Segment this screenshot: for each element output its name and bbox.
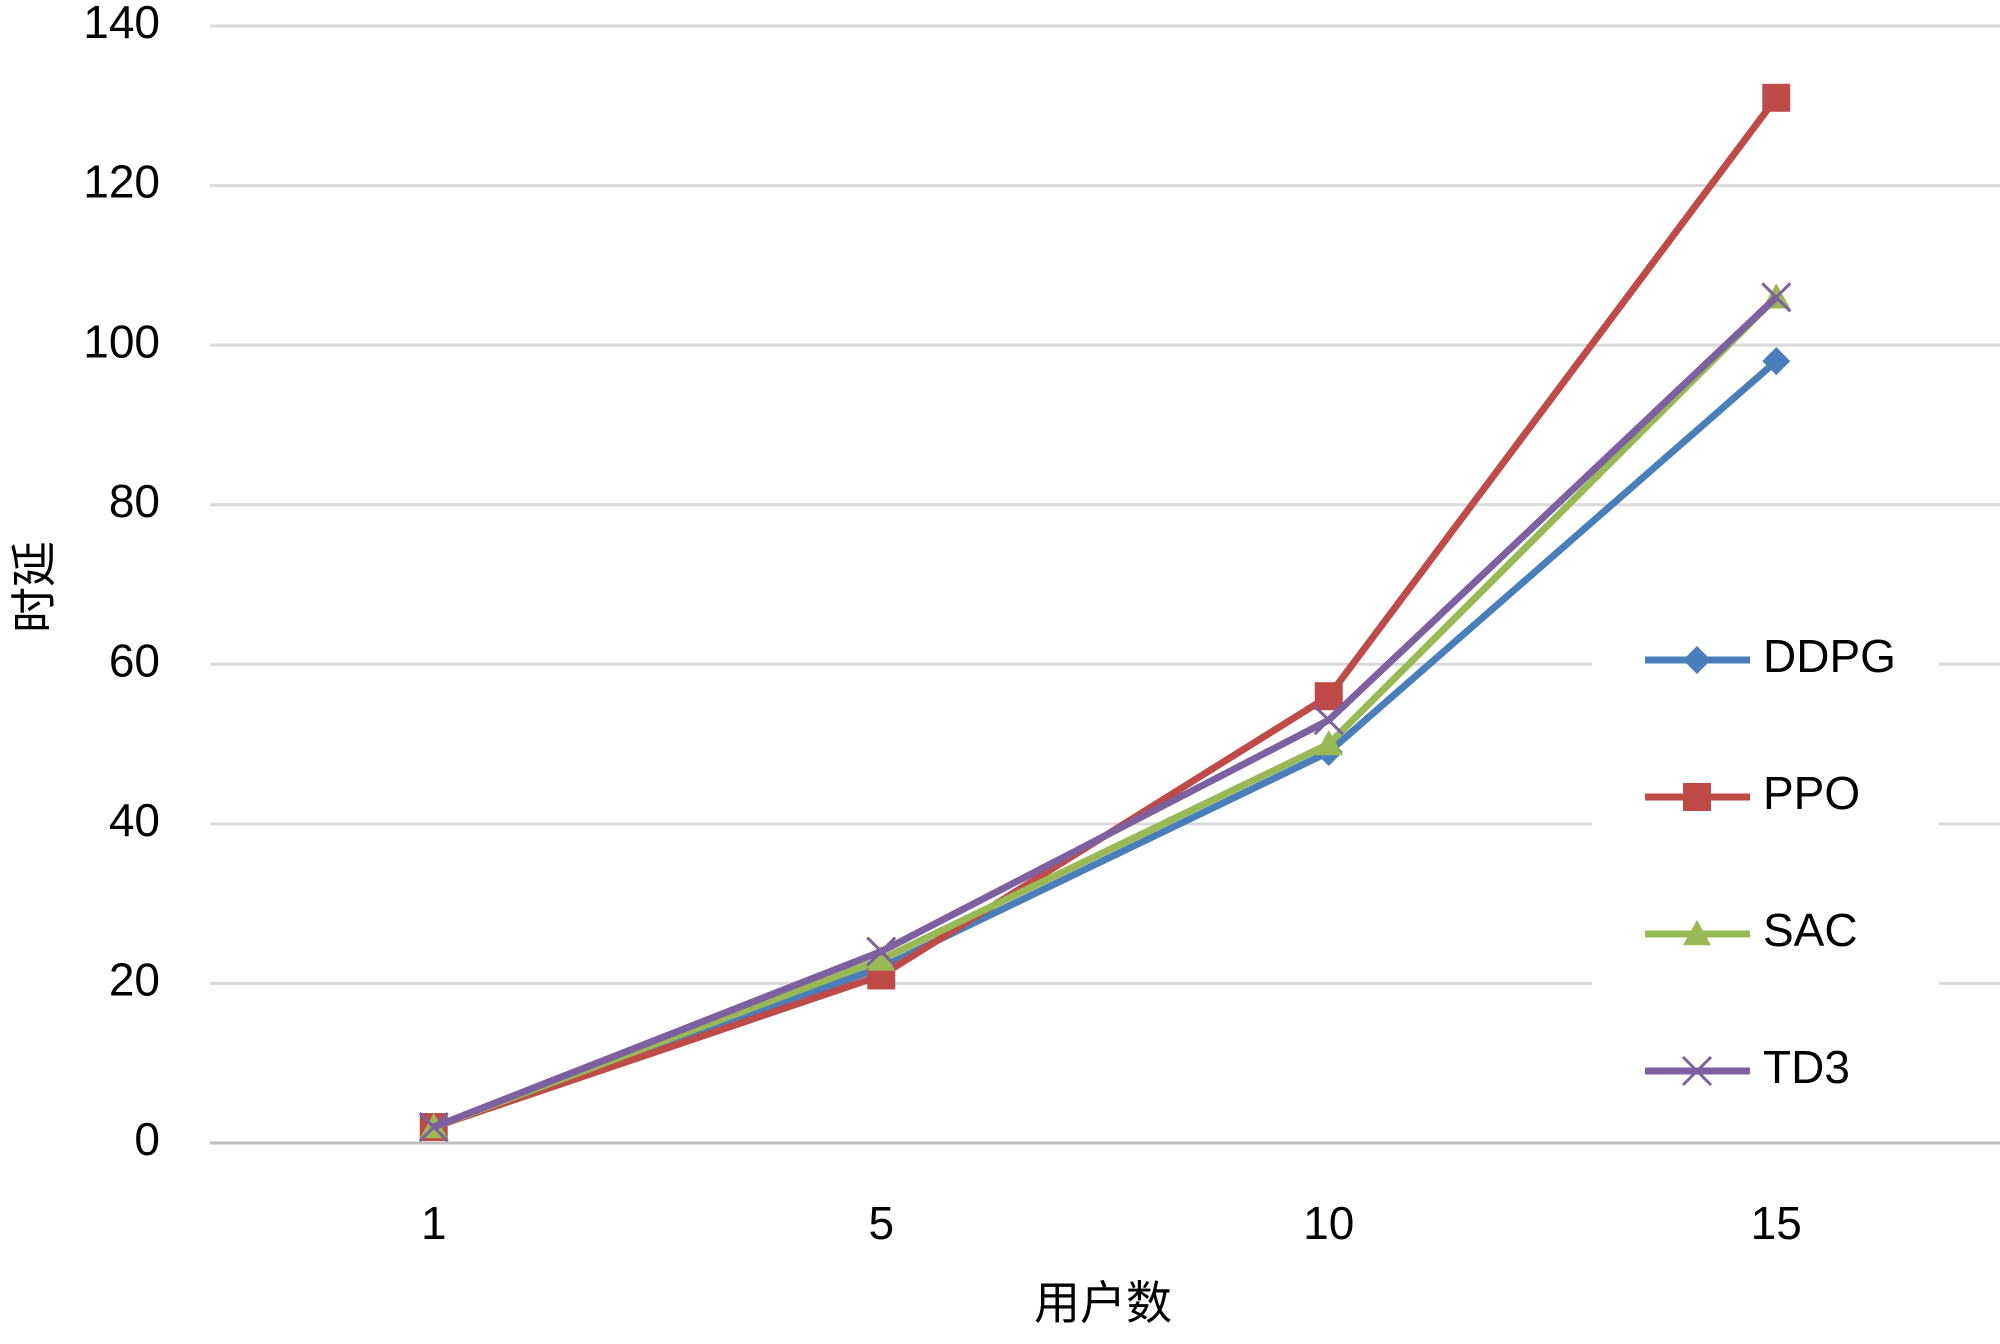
legend-box bbox=[1592, 625, 1939, 1110]
line bbox=[432, 358, 1779, 1131]
marker bbox=[1762, 83, 1791, 112]
legend-label: PPO bbox=[1763, 767, 1860, 819]
legend-marker bbox=[1683, 783, 1711, 811]
marker bbox=[866, 936, 897, 967]
legend-marker bbox=[1683, 646, 1711, 674]
marker bbox=[1314, 730, 1343, 756]
y-tick-label: 140 bbox=[83, 0, 160, 48]
y-tick-label: 60 bbox=[109, 634, 160, 686]
x-tick-label: 15 bbox=[1751, 1197, 1802, 1249]
y-tick-label: 80 bbox=[109, 475, 160, 527]
marker bbox=[1314, 682, 1343, 711]
marker bbox=[418, 1111, 449, 1143]
marker bbox=[1761, 282, 1792, 313]
x-axis-label: 用户数 bbox=[1034, 1277, 1172, 1329]
y-tick-label: 40 bbox=[109, 794, 160, 846]
legend-label: DDPG bbox=[1763, 630, 1896, 682]
x-tick-label: 1 bbox=[421, 1197, 447, 1249]
y-tick-label: 20 bbox=[109, 954, 160, 1006]
y-axis-label: 时延 bbox=[8, 541, 60, 633]
line bbox=[432, 294, 1779, 1131]
line bbox=[432, 95, 1780, 1131]
x-tick-label: 5 bbox=[868, 1197, 894, 1249]
legend-label: SAC bbox=[1763, 904, 1858, 956]
legend: DDPG PPO SAC TD3 bbox=[1592, 625, 1939, 1110]
marker bbox=[1762, 347, 1791, 376]
y-tick-label: 100 bbox=[83, 315, 160, 367]
marker bbox=[1313, 705, 1344, 736]
x-tick-label: 10 bbox=[1303, 1197, 1354, 1249]
legend-label: TD3 bbox=[1763, 1041, 1850, 1093]
y-tick-label: 120 bbox=[83, 156, 160, 208]
legend-marker bbox=[1683, 920, 1711, 946]
marker bbox=[867, 945, 896, 971]
line bbox=[432, 294, 1779, 1131]
legend-marker bbox=[1681, 1055, 1713, 1087]
y-tick-label: 0 bbox=[134, 1113, 160, 1165]
